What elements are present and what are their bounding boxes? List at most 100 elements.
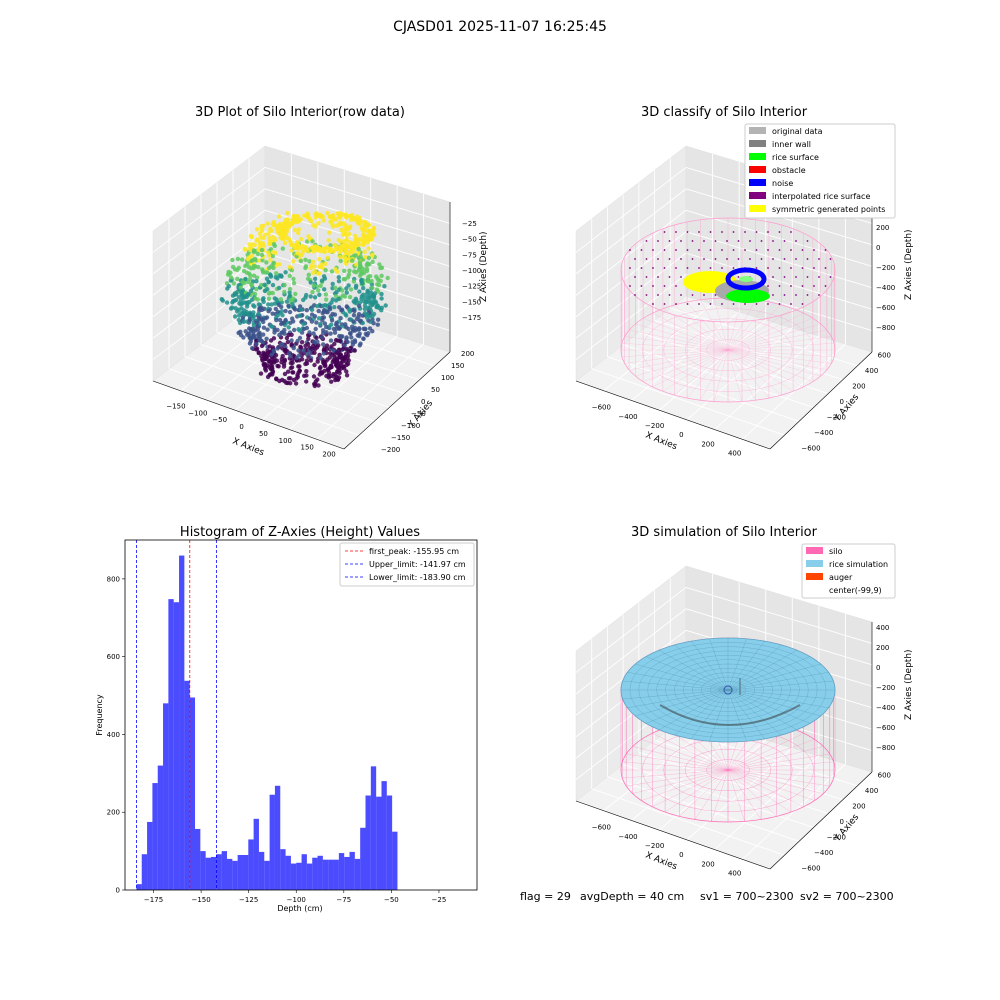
data-point xyxy=(238,285,243,290)
y-tick-label: 600 xyxy=(107,653,120,661)
grid-line xyxy=(658,319,767,411)
data-point xyxy=(357,331,362,336)
interpolated-point xyxy=(652,249,654,251)
tick-label: −400 xyxy=(876,704,895,712)
silo-floor-spoke xyxy=(622,761,729,771)
grid-line xyxy=(685,252,873,310)
tick-label: −600 xyxy=(876,724,895,732)
surface-mesh-spoke xyxy=(674,644,729,691)
data-point xyxy=(359,277,364,283)
data-point xyxy=(298,307,303,312)
data-point xyxy=(317,213,322,218)
silo-floor-spoke xyxy=(641,739,729,771)
data-point xyxy=(350,327,356,332)
tick-label: −400 xyxy=(618,833,637,841)
silo-floor-spoke xyxy=(686,349,729,399)
interpolated-point xyxy=(744,231,746,233)
histogram-bar xyxy=(205,857,211,890)
data-point xyxy=(279,342,285,347)
data-point xyxy=(350,258,355,263)
interpolated-point xyxy=(801,303,804,305)
data-point xyxy=(286,376,292,381)
tick-label: 0 xyxy=(679,851,683,859)
data-point xyxy=(344,369,349,374)
data-point xyxy=(314,345,320,350)
data-point xyxy=(236,295,242,300)
interpolated-point xyxy=(663,285,666,287)
y-axis-line xyxy=(343,351,451,450)
data-point xyxy=(338,211,343,216)
data-point xyxy=(265,221,270,226)
y-ticks: 0 200 400 600 800 xyxy=(107,575,125,895)
data-point xyxy=(296,348,301,353)
grid-line xyxy=(686,747,793,841)
data-point xyxy=(355,327,360,332)
interpolated-point xyxy=(645,258,648,260)
data-point xyxy=(245,332,250,337)
data-point xyxy=(292,227,298,233)
interpolated-point xyxy=(813,267,815,269)
data-point xyxy=(362,303,368,308)
data-point xyxy=(274,377,279,382)
data-point xyxy=(307,259,312,264)
legend-label: rice surface xyxy=(772,153,819,162)
data-point xyxy=(270,311,275,316)
silo-floor-spoke xyxy=(727,301,770,351)
interpolated-point xyxy=(755,249,758,251)
surface-mesh-spoke xyxy=(727,656,811,691)
data-point xyxy=(242,308,247,313)
histogram-bar xyxy=(152,783,158,890)
data-point xyxy=(345,361,351,366)
data-point xyxy=(347,294,353,300)
data-point xyxy=(243,276,248,282)
silo-floor-spoke xyxy=(635,323,729,351)
data-point xyxy=(289,342,294,347)
surface-mesh-spoke xyxy=(659,689,729,730)
data-point xyxy=(279,356,284,362)
data-point xyxy=(282,240,288,246)
data-point xyxy=(378,265,383,271)
surface-mesh-spoke xyxy=(727,689,797,730)
tick-label: −200 xyxy=(876,684,895,692)
data-point xyxy=(340,288,345,293)
interpolated-point xyxy=(640,267,643,269)
histogram-bar xyxy=(386,795,393,890)
data-point xyxy=(315,377,320,382)
interpolated-point xyxy=(778,285,781,287)
histogram-bar xyxy=(381,781,387,890)
interpolated-point xyxy=(686,303,689,305)
tick-label: −800 xyxy=(876,744,895,752)
data-point xyxy=(347,307,352,312)
data-point xyxy=(245,292,250,297)
data-point xyxy=(273,353,279,358)
z-axis-label: Z Axies (Depth) xyxy=(479,231,489,302)
silo-floor-spoke xyxy=(652,349,729,387)
interpolated-point xyxy=(634,276,636,278)
data-point xyxy=(362,235,367,241)
data-point xyxy=(224,300,230,305)
data-point xyxy=(325,255,330,260)
legend-label: first_peak: -155.95 cm xyxy=(369,547,459,556)
silo-floor-spoke xyxy=(727,753,830,771)
silo-floor-spoke xyxy=(629,329,729,351)
data-point xyxy=(338,220,343,225)
tick-label: −75 xyxy=(462,251,477,259)
rice-surface-points xyxy=(739,276,753,282)
tick-label: 400 xyxy=(728,869,741,877)
legend-label: rice simulation xyxy=(829,560,888,569)
histogram-bar xyxy=(242,855,249,890)
interpolated-point xyxy=(795,294,797,296)
x-axis-label: Depth (cm) xyxy=(277,904,322,913)
tick-label: −150 xyxy=(391,434,410,442)
data-point xyxy=(310,239,315,244)
data-point xyxy=(321,274,327,279)
data-point xyxy=(357,343,362,348)
data-point xyxy=(360,281,365,286)
data-point xyxy=(327,305,332,310)
data-point xyxy=(339,355,344,361)
grid-line xyxy=(575,231,687,318)
silo-floor-spoke xyxy=(727,349,835,357)
histogram-bar xyxy=(274,785,281,890)
data-point xyxy=(343,257,348,262)
data-point xyxy=(251,273,257,278)
